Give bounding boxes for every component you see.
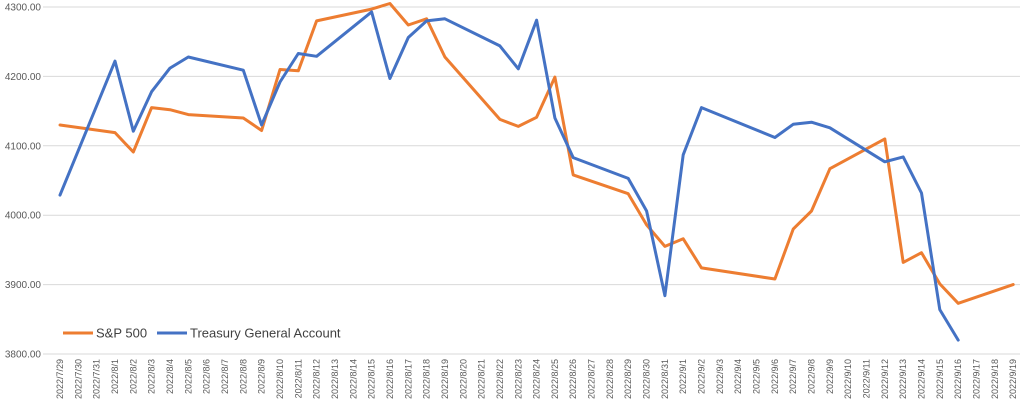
x-tick-label: 2022/9/15 xyxy=(935,359,945,399)
x-tick-label: 2022/8/29 xyxy=(623,359,633,399)
x-tick-label: 2022/9/5 xyxy=(752,359,762,394)
x-tick-label: 2022/8/9 xyxy=(257,359,267,394)
x-tick-label: 2022/8/22 xyxy=(495,359,505,399)
x-tick-label: 2022/8/14 xyxy=(348,359,358,399)
x-tick-label: 2022/8/31 xyxy=(660,359,670,399)
x-tick-label: 2022/9/8 xyxy=(807,359,817,394)
x-tick-label: 2022/9/1 xyxy=(678,359,688,394)
y-tick-label: 4000.00 xyxy=(5,211,42,222)
x-tick-label: 2022/9/14 xyxy=(917,359,927,399)
x-tick-label: 2022/9/3 xyxy=(715,359,725,394)
x-tick-label: 2022/9/17 xyxy=(972,359,982,399)
y-tick-label: 4100.00 xyxy=(5,141,42,152)
x-tick-label: 2022/8/2 xyxy=(128,359,138,394)
x-tick-label: 2022/8/21 xyxy=(477,359,487,399)
x-tick-label: 2022/8/7 xyxy=(220,359,230,394)
x-tick-label: 2022/9/10 xyxy=(843,359,853,399)
x-tick-label: 2022/8/8 xyxy=(238,359,248,394)
x-tick-label: 2022/7/31 xyxy=(92,359,102,399)
x-tick-label: 2022/8/16 xyxy=(385,359,395,399)
x-tick-label: 2022/7/29 xyxy=(55,359,65,399)
x-tick-label: 2022/8/4 xyxy=(165,359,175,394)
x-tick-label: 2022/8/12 xyxy=(312,359,322,399)
series-line-1 xyxy=(58,10,960,342)
x-tick-label: 2022/9/6 xyxy=(770,359,780,394)
x-tick-label: 2022/8/10 xyxy=(275,359,285,399)
x-axis-ticks: 2022/7/29 2022/7/30 2022/7/31 2022/8/1 2022/… xyxy=(55,359,1018,399)
x-tick-label: 2022/9/19 xyxy=(1008,359,1018,399)
x-tick-label: 2022/8/26 xyxy=(568,359,578,399)
y-axis-ticks: 3800.00 3900.00 4000.00 4100.00 4200.00 4300.… xyxy=(5,3,42,361)
x-tick-label: 2022/8/23 xyxy=(513,359,523,399)
series-lines xyxy=(58,2,1015,342)
x-tick-label: 2022/9/7 xyxy=(788,359,798,394)
y-tick-label: 3800.00 xyxy=(5,350,42,361)
x-tick-label: 2022/8/19 xyxy=(440,359,450,399)
x-tick-label: 2022/8/3 xyxy=(147,359,157,394)
y-tick-label: 3900.00 xyxy=(5,280,42,291)
x-tick-label: 2022/9/4 xyxy=(733,359,743,394)
series-line-0 xyxy=(58,2,1015,305)
x-tick-label: 2022/9/13 xyxy=(898,359,908,399)
x-tick-label: 2022/8/18 xyxy=(422,359,432,399)
x-tick-label: 2022/9/2 xyxy=(697,359,707,394)
x-tick-label: 2022/8/11 xyxy=(293,359,303,398)
x-tick-label: 2022/8/13 xyxy=(330,359,340,399)
x-tick-label: 2022/8/24 xyxy=(532,359,542,399)
legend-label: Treasury General Account xyxy=(190,326,341,341)
x-tick-label: 2022/8/28 xyxy=(605,359,615,399)
x-tick-label: 2022/9/9 xyxy=(825,359,835,394)
gridlines xyxy=(43,6,1020,355)
y-tick-label: 4200.00 xyxy=(5,72,42,83)
x-tick-label: 2022/9/18 xyxy=(990,359,1000,399)
y-tick-label: 4300.00 xyxy=(5,3,42,14)
legend: S&P 500 Treasury General Account xyxy=(63,326,341,341)
x-tick-label: 2022/9/16 xyxy=(953,359,963,399)
x-tick-label: 2022/9/11 xyxy=(862,359,872,398)
x-tick-label: 2022/8/1 xyxy=(110,359,120,394)
x-tick-label: 2022/8/25 xyxy=(550,359,560,399)
legend-label: S&P 500 xyxy=(96,326,147,341)
x-tick-label: 2022/8/15 xyxy=(367,359,377,399)
x-tick-label: 2022/8/27 xyxy=(587,359,597,399)
x-tick-label: 2022/8/17 xyxy=(403,359,413,399)
x-tick-label: 2022/8/30 xyxy=(642,359,652,399)
x-tick-label: 2022/8/5 xyxy=(183,359,193,394)
x-tick-label: 2022/8/20 xyxy=(458,359,468,399)
x-tick-label: 2022/8/6 xyxy=(202,359,212,394)
x-tick-label: 2022/7/30 xyxy=(73,359,83,399)
x-tick-label: 2022/9/12 xyxy=(880,359,890,399)
